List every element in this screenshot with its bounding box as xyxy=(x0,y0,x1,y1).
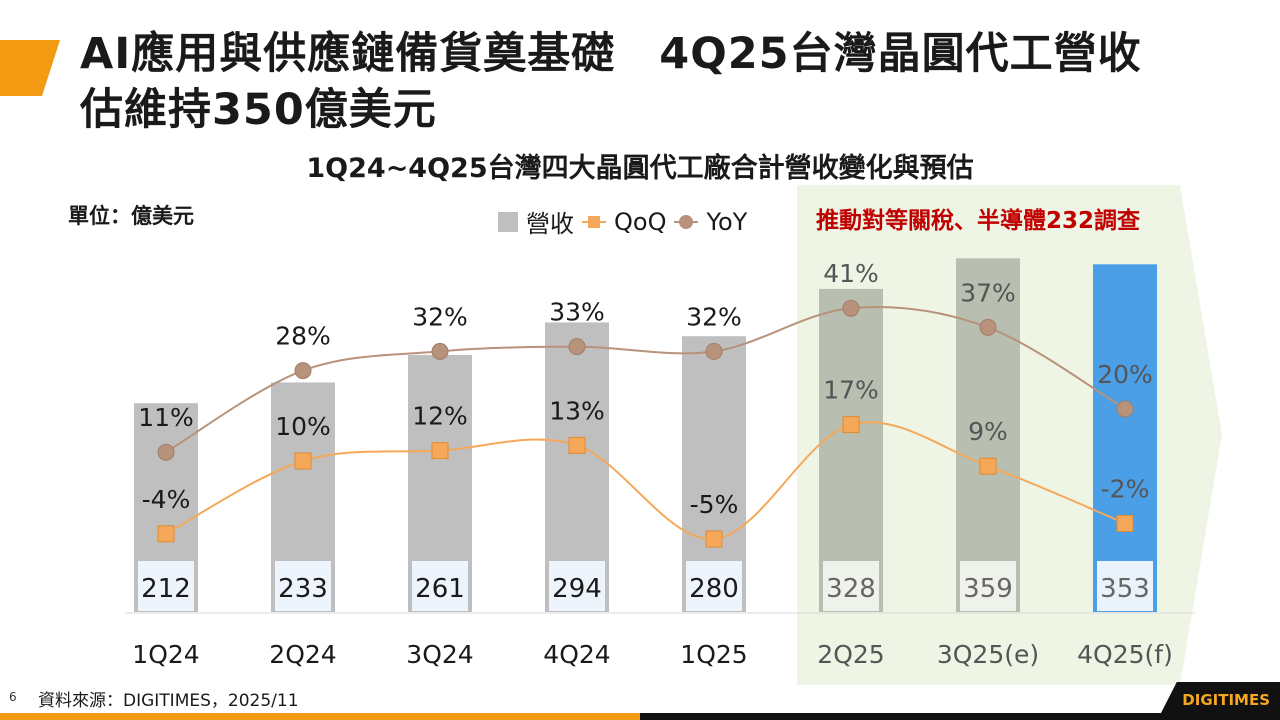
yoy-label: 20% xyxy=(1097,360,1153,389)
yoy-point xyxy=(157,443,175,461)
bar-4Q25(f) xyxy=(1093,264,1157,612)
legend-bar-swatch xyxy=(498,211,518,232)
yoy-point xyxy=(979,318,997,336)
category-label: 3Q25(e) xyxy=(937,640,1039,669)
yoy-label: 33% xyxy=(549,298,605,327)
yoy-label: 28% xyxy=(275,322,331,351)
qoq-label: -2% xyxy=(1101,474,1150,503)
bar-value-label: 328 xyxy=(826,574,876,604)
qoq-point xyxy=(431,442,449,460)
yoy-label: 11% xyxy=(138,403,194,432)
qoq-label: 10% xyxy=(275,412,331,441)
qoq-point xyxy=(1116,514,1134,532)
bar-value-label: 294 xyxy=(552,574,602,604)
yoy-point xyxy=(294,362,312,380)
yoy-label: 32% xyxy=(686,302,742,331)
value-box xyxy=(412,561,468,611)
qoq-label: 12% xyxy=(412,402,468,431)
category-label: 4Q25(f) xyxy=(1077,640,1173,669)
bar-value-label: 353 xyxy=(1100,574,1150,604)
page-title: AI應用與供應鏈備貨奠基礎 4Q25台灣晶圓代工營收 估維持350億美元 xyxy=(80,29,1142,135)
category-label: 4Q24 xyxy=(543,640,610,669)
bar-value-label: 280 xyxy=(689,574,739,604)
page-number: 6 xyxy=(9,690,17,704)
value-box xyxy=(1097,561,1153,611)
annotation: 推動對等關稅、半導體232調查 xyxy=(816,208,1141,234)
qoq-line xyxy=(165,421,1126,541)
yoy-point xyxy=(842,299,860,317)
bar-3Q25(e) xyxy=(956,258,1020,612)
bar-value-label: 261 xyxy=(415,574,465,604)
qoq-point xyxy=(705,530,723,548)
yoy-point xyxy=(568,338,586,356)
category-label: 2Q24 xyxy=(269,640,336,669)
qoq-label: -4% xyxy=(142,485,191,514)
legend-qoq-swatch xyxy=(582,215,606,228)
yoy-line xyxy=(165,306,1126,454)
category-label: 1Q25 xyxy=(680,640,747,669)
value-box xyxy=(823,561,879,611)
qoq-point xyxy=(157,525,175,543)
legend-revenue: 營收 xyxy=(526,210,574,238)
yoy-label: 37% xyxy=(960,278,1016,307)
yoy-point xyxy=(1116,400,1134,418)
qoq-point xyxy=(979,457,997,475)
category-label: 3Q24 xyxy=(406,640,473,669)
qoq-label: 13% xyxy=(549,396,605,425)
qoq-point xyxy=(568,436,586,454)
footer-bar-orange xyxy=(0,713,640,720)
category-label: 1Q24 xyxy=(132,640,199,669)
unit-label: 單位：億美元 xyxy=(68,204,194,228)
yoy-point xyxy=(705,342,723,360)
bar-value-label: 359 xyxy=(963,574,1013,604)
yoy-point xyxy=(431,342,449,360)
legend: 營收 QoQ YoY xyxy=(498,204,747,239)
category-label: 2Q25 xyxy=(817,640,884,669)
yoy-label: 32% xyxy=(412,302,468,331)
qoq-label: 9% xyxy=(968,417,1008,446)
bar-2Q25 xyxy=(819,288,883,612)
value-box xyxy=(960,561,1016,611)
legend-yoy-swatch xyxy=(674,214,699,229)
yoy-label: 41% xyxy=(823,259,879,288)
value-box xyxy=(275,561,331,611)
legend-yoy: YoY xyxy=(706,207,748,236)
chart-title: 1Q24~4Q25台灣四大晶圓代工廠合計營收變化與預估 xyxy=(306,153,974,184)
value-box xyxy=(686,561,742,611)
qoq-point xyxy=(294,452,312,470)
value-box xyxy=(549,561,605,611)
source: 資料來源：DIGITIMES，2025/11 xyxy=(38,691,299,711)
value-box xyxy=(138,561,194,611)
qoq-label: 17% xyxy=(823,376,879,405)
digitimes-logo: DIGITIMES xyxy=(1160,682,1280,715)
qoq-point xyxy=(842,416,860,434)
bar-value-label: 212 xyxy=(141,574,191,604)
legend-qoq: QoQ xyxy=(614,207,667,236)
footer-bar-black xyxy=(640,713,1280,720)
bar-value-label: 233 xyxy=(278,574,328,604)
qoq-label: -5% xyxy=(690,490,739,519)
